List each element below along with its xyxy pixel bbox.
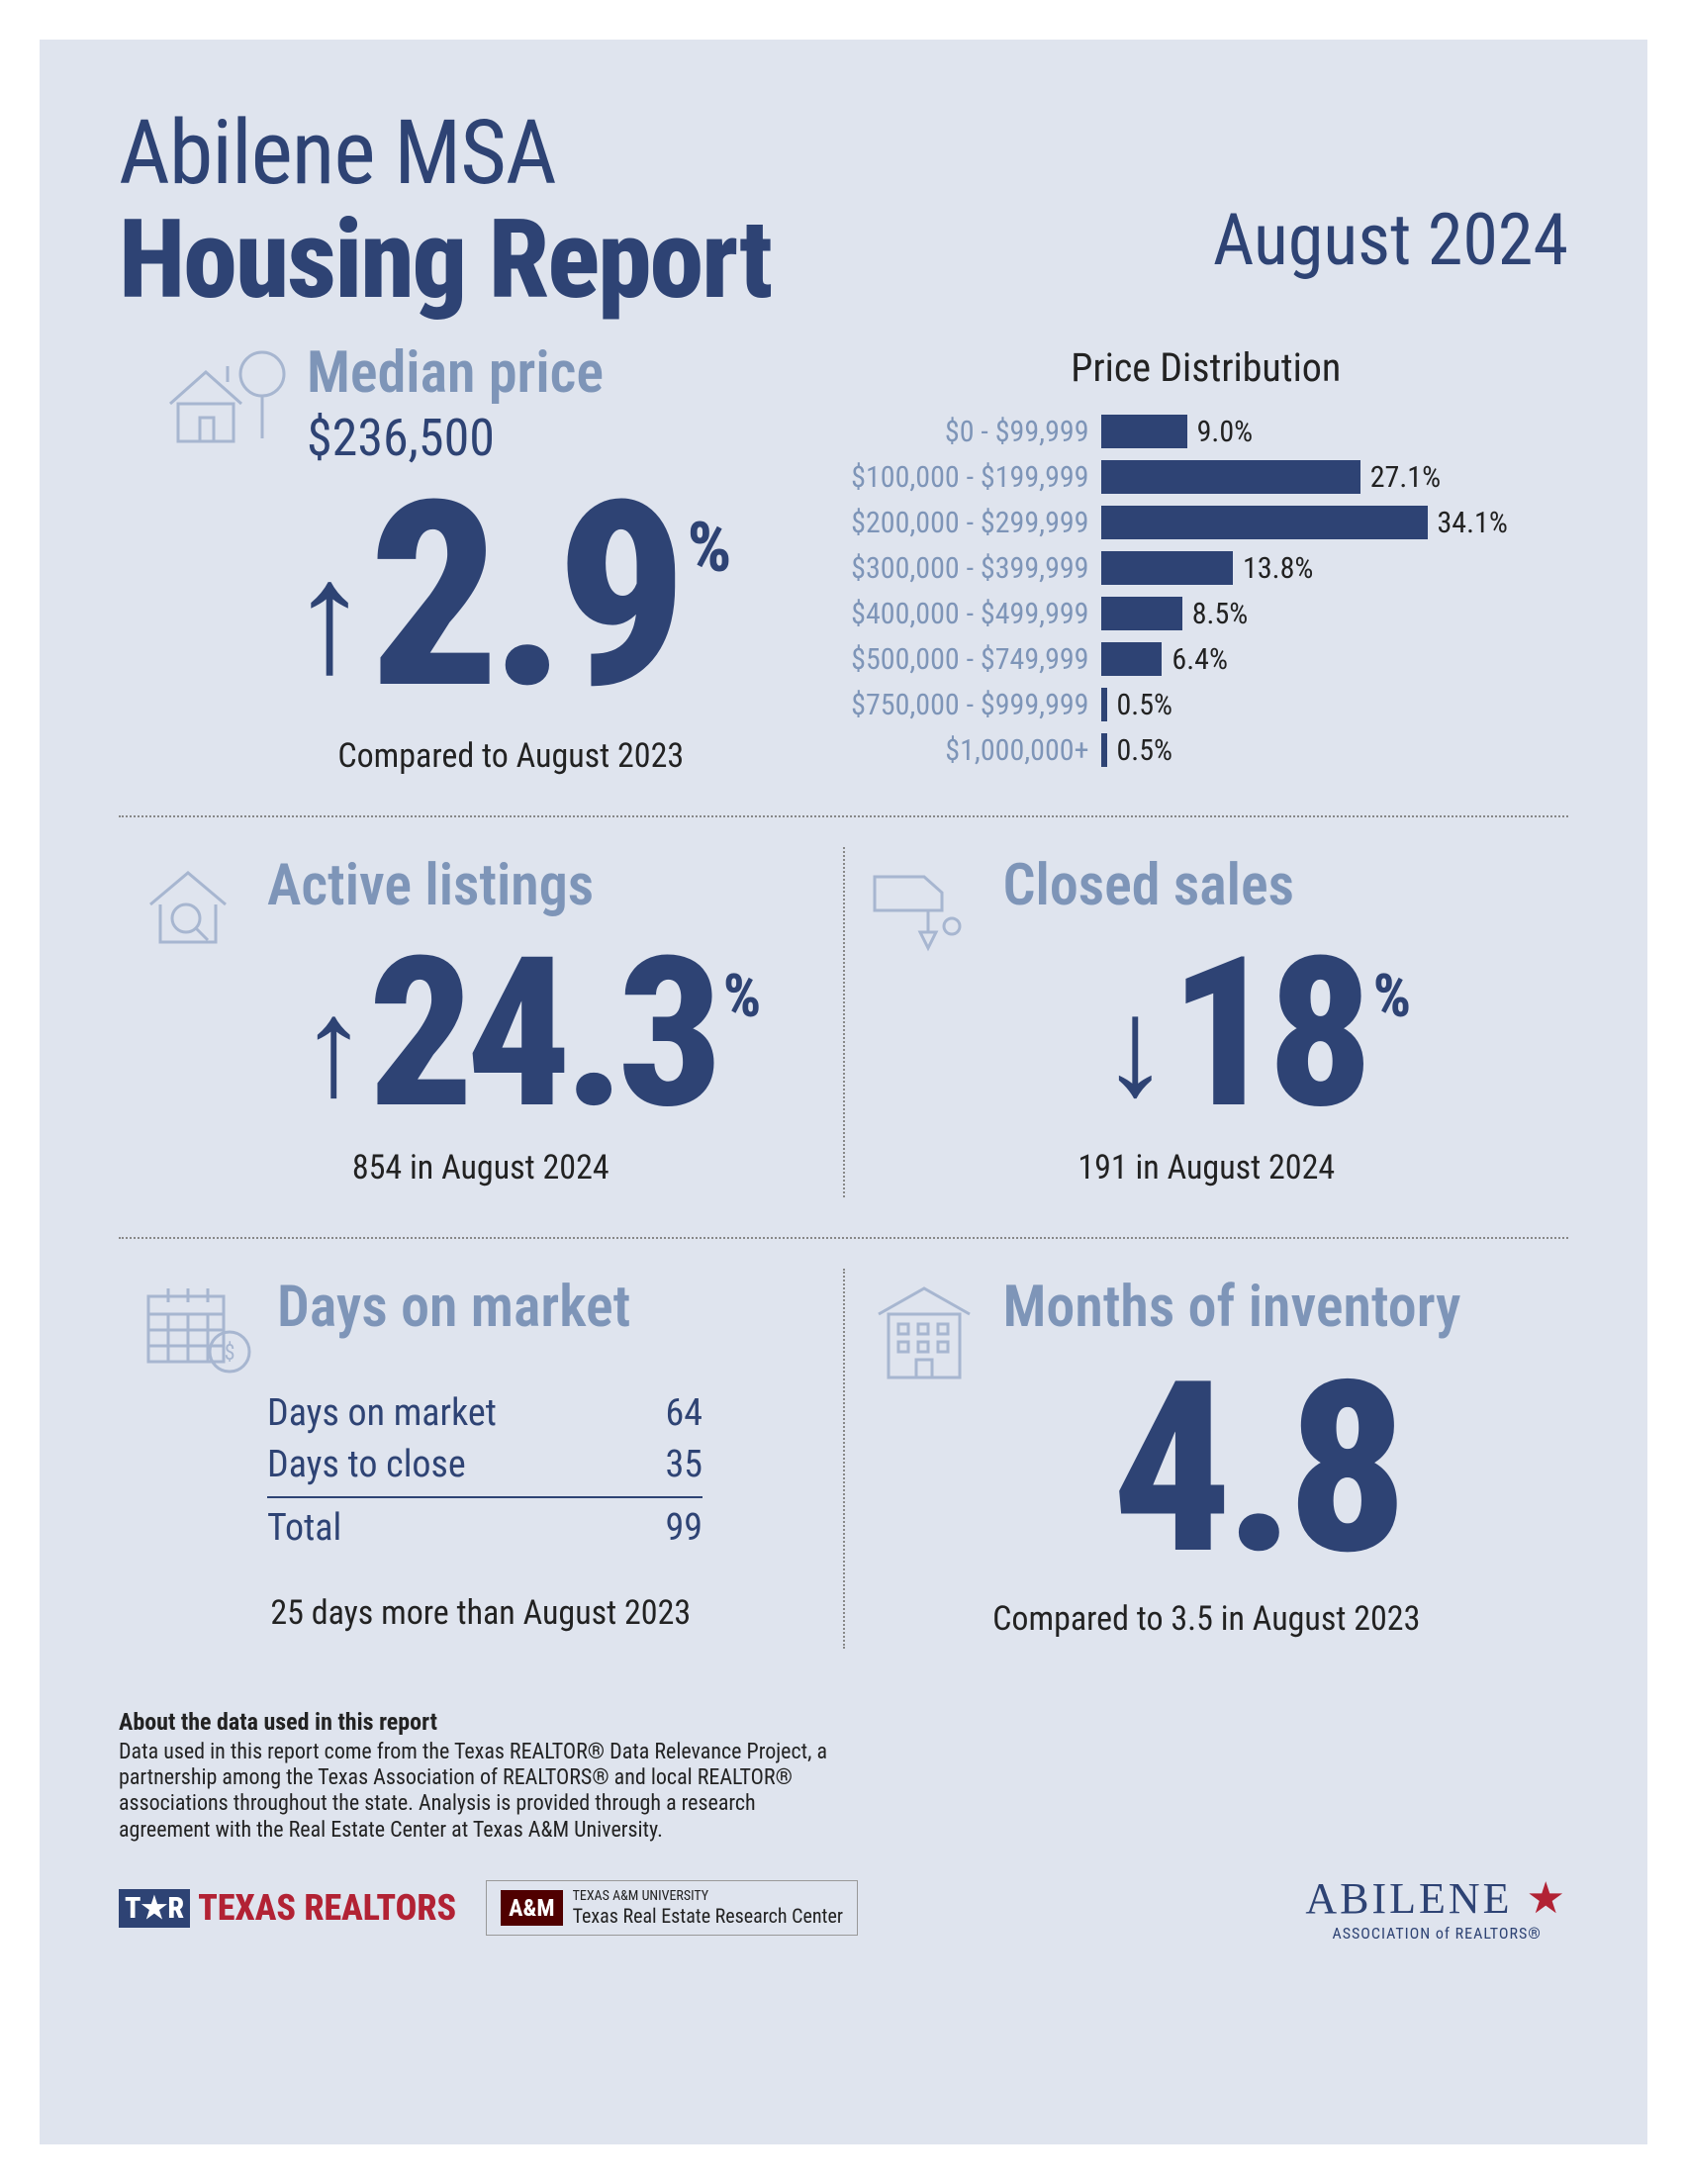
distribution-row: $500,000 - $749,999 6.4% bbox=[844, 638, 1569, 680]
pct-sign: % bbox=[723, 961, 761, 1031]
active-listings-block: Active listings ↑ 24.3 % 854 in August 2… bbox=[119, 847, 843, 1197]
distribution-bar bbox=[1101, 506, 1428, 539]
median-price-block: Median price $236,500 ↑ 2.9 % Compared t… bbox=[119, 344, 844, 776]
distribution-label: $500,000 - $749,999 bbox=[844, 642, 1101, 677]
about-text: Data used in this report come from the T… bbox=[119, 1740, 831, 1845]
hand-key-icon bbox=[865, 857, 984, 956]
distribution-row: $100,000 - $199,999 27.1% bbox=[844, 456, 1569, 498]
title-region: Abilene MSA bbox=[119, 109, 1173, 198]
inventory-block: Months of inventory 4.8 Compared to 3.5 … bbox=[845, 1269, 1569, 1649]
days-on-market-block: $ Days on market Days on market64Days to… bbox=[119, 1269, 843, 1649]
closed-sales-block: Closed sales ↓ 18 % 191 in August 2024 bbox=[845, 847, 1569, 1197]
distribution-label: $100,000 - $199,999 bbox=[844, 460, 1101, 495]
distribution-value: 9.0% bbox=[1197, 415, 1254, 449]
median-label: Median price bbox=[307, 344, 604, 402]
distribution-row: $200,000 - $299,999 34.1% bbox=[844, 502, 1569, 543]
report-page: Abilene MSA Housing Report August 2024 M… bbox=[40, 40, 1647, 2144]
distribution-bar bbox=[1101, 733, 1107, 767]
distribution-value: 27.1% bbox=[1370, 460, 1441, 495]
active-sub: 854 in August 2024 bbox=[139, 1148, 823, 1187]
dom-row: Days on market 64 bbox=[267, 1387, 703, 1439]
distribution-bar bbox=[1101, 415, 1187, 448]
distribution-value: 8.5% bbox=[1192, 597, 1249, 631]
house-search-icon bbox=[139, 857, 247, 956]
distribution-label: $300,000 - $399,999 bbox=[844, 551, 1101, 586]
distribution-label: $200,000 - $299,999 bbox=[844, 506, 1101, 540]
distribution-label: $750,000 - $999,999 bbox=[844, 688, 1101, 722]
distribution-label: $1,000,000+ bbox=[844, 733, 1101, 768]
distribution-row: $750,000 - $999,999 0.5% bbox=[844, 684, 1569, 725]
active-label: Active listings bbox=[267, 857, 594, 914]
texas-realtors-logo: T★R TEXAS REALTORS bbox=[119, 1887, 456, 1929]
inventory-value: 4.8 bbox=[1112, 1368, 1400, 1569]
distribution-value: 0.5% bbox=[1117, 688, 1173, 722]
dom-total-value: 99 bbox=[665, 1506, 703, 1550]
distribution-bar bbox=[1101, 460, 1360, 494]
distribution-value: 0.5% bbox=[1117, 733, 1173, 768]
footer: About the data used in this report Data … bbox=[119, 1708, 1568, 1944]
dom-table: Days on market 64 Days to close 35 Total 99 bbox=[267, 1387, 703, 1554]
median-pct: 2.9 bbox=[369, 488, 678, 707]
dom-row-label: Days on market bbox=[267, 1391, 497, 1435]
up-arrow-icon: ↑ bbox=[299, 986, 368, 1110]
up-arrow-icon: ↑ bbox=[290, 547, 369, 690]
tamu-badge-icon: A&M bbox=[501, 1890, 562, 1926]
median-compare: Compared to August 2023 bbox=[178, 736, 844, 776]
active-pct: 24.3 bbox=[368, 946, 715, 1123]
tr-mark-icon: T★R bbox=[119, 1889, 190, 1928]
down-arrow-icon: ↓ bbox=[1100, 986, 1170, 1110]
abilene-logo: ABILENE ★ ASSOCIATION of REALTORS® bbox=[1305, 1873, 1568, 1943]
distribution-title: Price Distribution bbox=[844, 344, 1569, 391]
inventory-label: Months of inventory bbox=[1003, 1279, 1461, 1336]
dom-total-label: Total bbox=[267, 1506, 341, 1550]
abilene-sub-text: ASSOCIATION of REALTORS® bbox=[1305, 1924, 1568, 1943]
dom-row-value: 64 bbox=[665, 1391, 703, 1435]
distribution-label: $400,000 - $499,999 bbox=[844, 597, 1101, 631]
distribution-value: 6.4% bbox=[1172, 642, 1228, 677]
closed-label: Closed sales bbox=[1003, 857, 1294, 914]
row-active-closed: Active listings ↑ 24.3 % 854 in August 2… bbox=[119, 847, 1568, 1197]
distribution-bar bbox=[1101, 642, 1163, 676]
title-main: Housing Report bbox=[119, 206, 1173, 315]
price-distribution-chart: Price Distribution $0 - $99,999 9.0% $100,… bbox=[844, 344, 1569, 776]
pct-sign: % bbox=[688, 508, 732, 589]
distribution-row: $300,000 - $399,999 13.8% bbox=[844, 547, 1569, 589]
dom-row-label: Days to close bbox=[267, 1443, 466, 1486]
abilene-name-text: ABILENE bbox=[1305, 1874, 1512, 1923]
dom-row-value: 35 bbox=[665, 1443, 703, 1486]
about-title: About the data used in this report bbox=[119, 1708, 1568, 1736]
inventory-compare: Compared to 3.5 in August 2023 bbox=[865, 1599, 1549, 1639]
distribution-bar bbox=[1101, 597, 1182, 630]
dom-compare: 25 days more than August 2023 bbox=[139, 1593, 823, 1633]
row-dom-inventory: $ Days on market Days on market64Days to… bbox=[119, 1269, 1568, 1649]
report-date: August 2024 bbox=[1213, 198, 1568, 282]
dom-row: Days to close 35 bbox=[267, 1439, 703, 1490]
closed-sub: 191 in August 2024 bbox=[865, 1148, 1549, 1187]
svg-text:$: $ bbox=[225, 1341, 235, 1366]
distribution-row: $1,000,000+ 0.5% bbox=[844, 729, 1569, 771]
distribution-row: $400,000 - $499,999 8.5% bbox=[844, 593, 1569, 634]
distribution-row: $0 - $99,999 9.0% bbox=[844, 411, 1569, 452]
tr-logo-text: TEXAS REALTORS bbox=[198, 1887, 456, 1929]
distribution-bar bbox=[1101, 551, 1234, 585]
tamu-top-text: TEXAS A&M UNIVERSITY bbox=[573, 1889, 843, 1904]
header: Abilene MSA Housing Report August 2024 bbox=[119, 109, 1568, 315]
divider bbox=[119, 815, 1568, 817]
tamu-logo: A&M TEXAS A&M UNIVERSITY Texas Real Esta… bbox=[486, 1880, 858, 1935]
house-tree-icon bbox=[158, 344, 287, 453]
distribution-value: 34.1% bbox=[1438, 506, 1508, 540]
row-median-distribution: Median price $236,500 ↑ 2.9 % Compared t… bbox=[119, 344, 1568, 776]
divider bbox=[119, 1237, 1568, 1239]
tamu-bottom-text: Texas Real Estate Research Center bbox=[573, 1905, 843, 1927]
pct-sign: % bbox=[1373, 961, 1411, 1031]
closed-pct: 18 bbox=[1170, 946, 1365, 1123]
distribution-value: 13.8% bbox=[1243, 551, 1313, 586]
calendar-dollar-icon: $ bbox=[139, 1279, 257, 1377]
distribution-bar bbox=[1101, 688, 1107, 721]
distribution-label: $0 - $99,999 bbox=[844, 415, 1101, 449]
dom-label: Days on market bbox=[277, 1279, 630, 1336]
building-icon bbox=[865, 1279, 984, 1387]
dom-total-row: Total 99 bbox=[267, 1496, 703, 1554]
star-icon: ★ bbox=[1527, 1874, 1568, 1923]
